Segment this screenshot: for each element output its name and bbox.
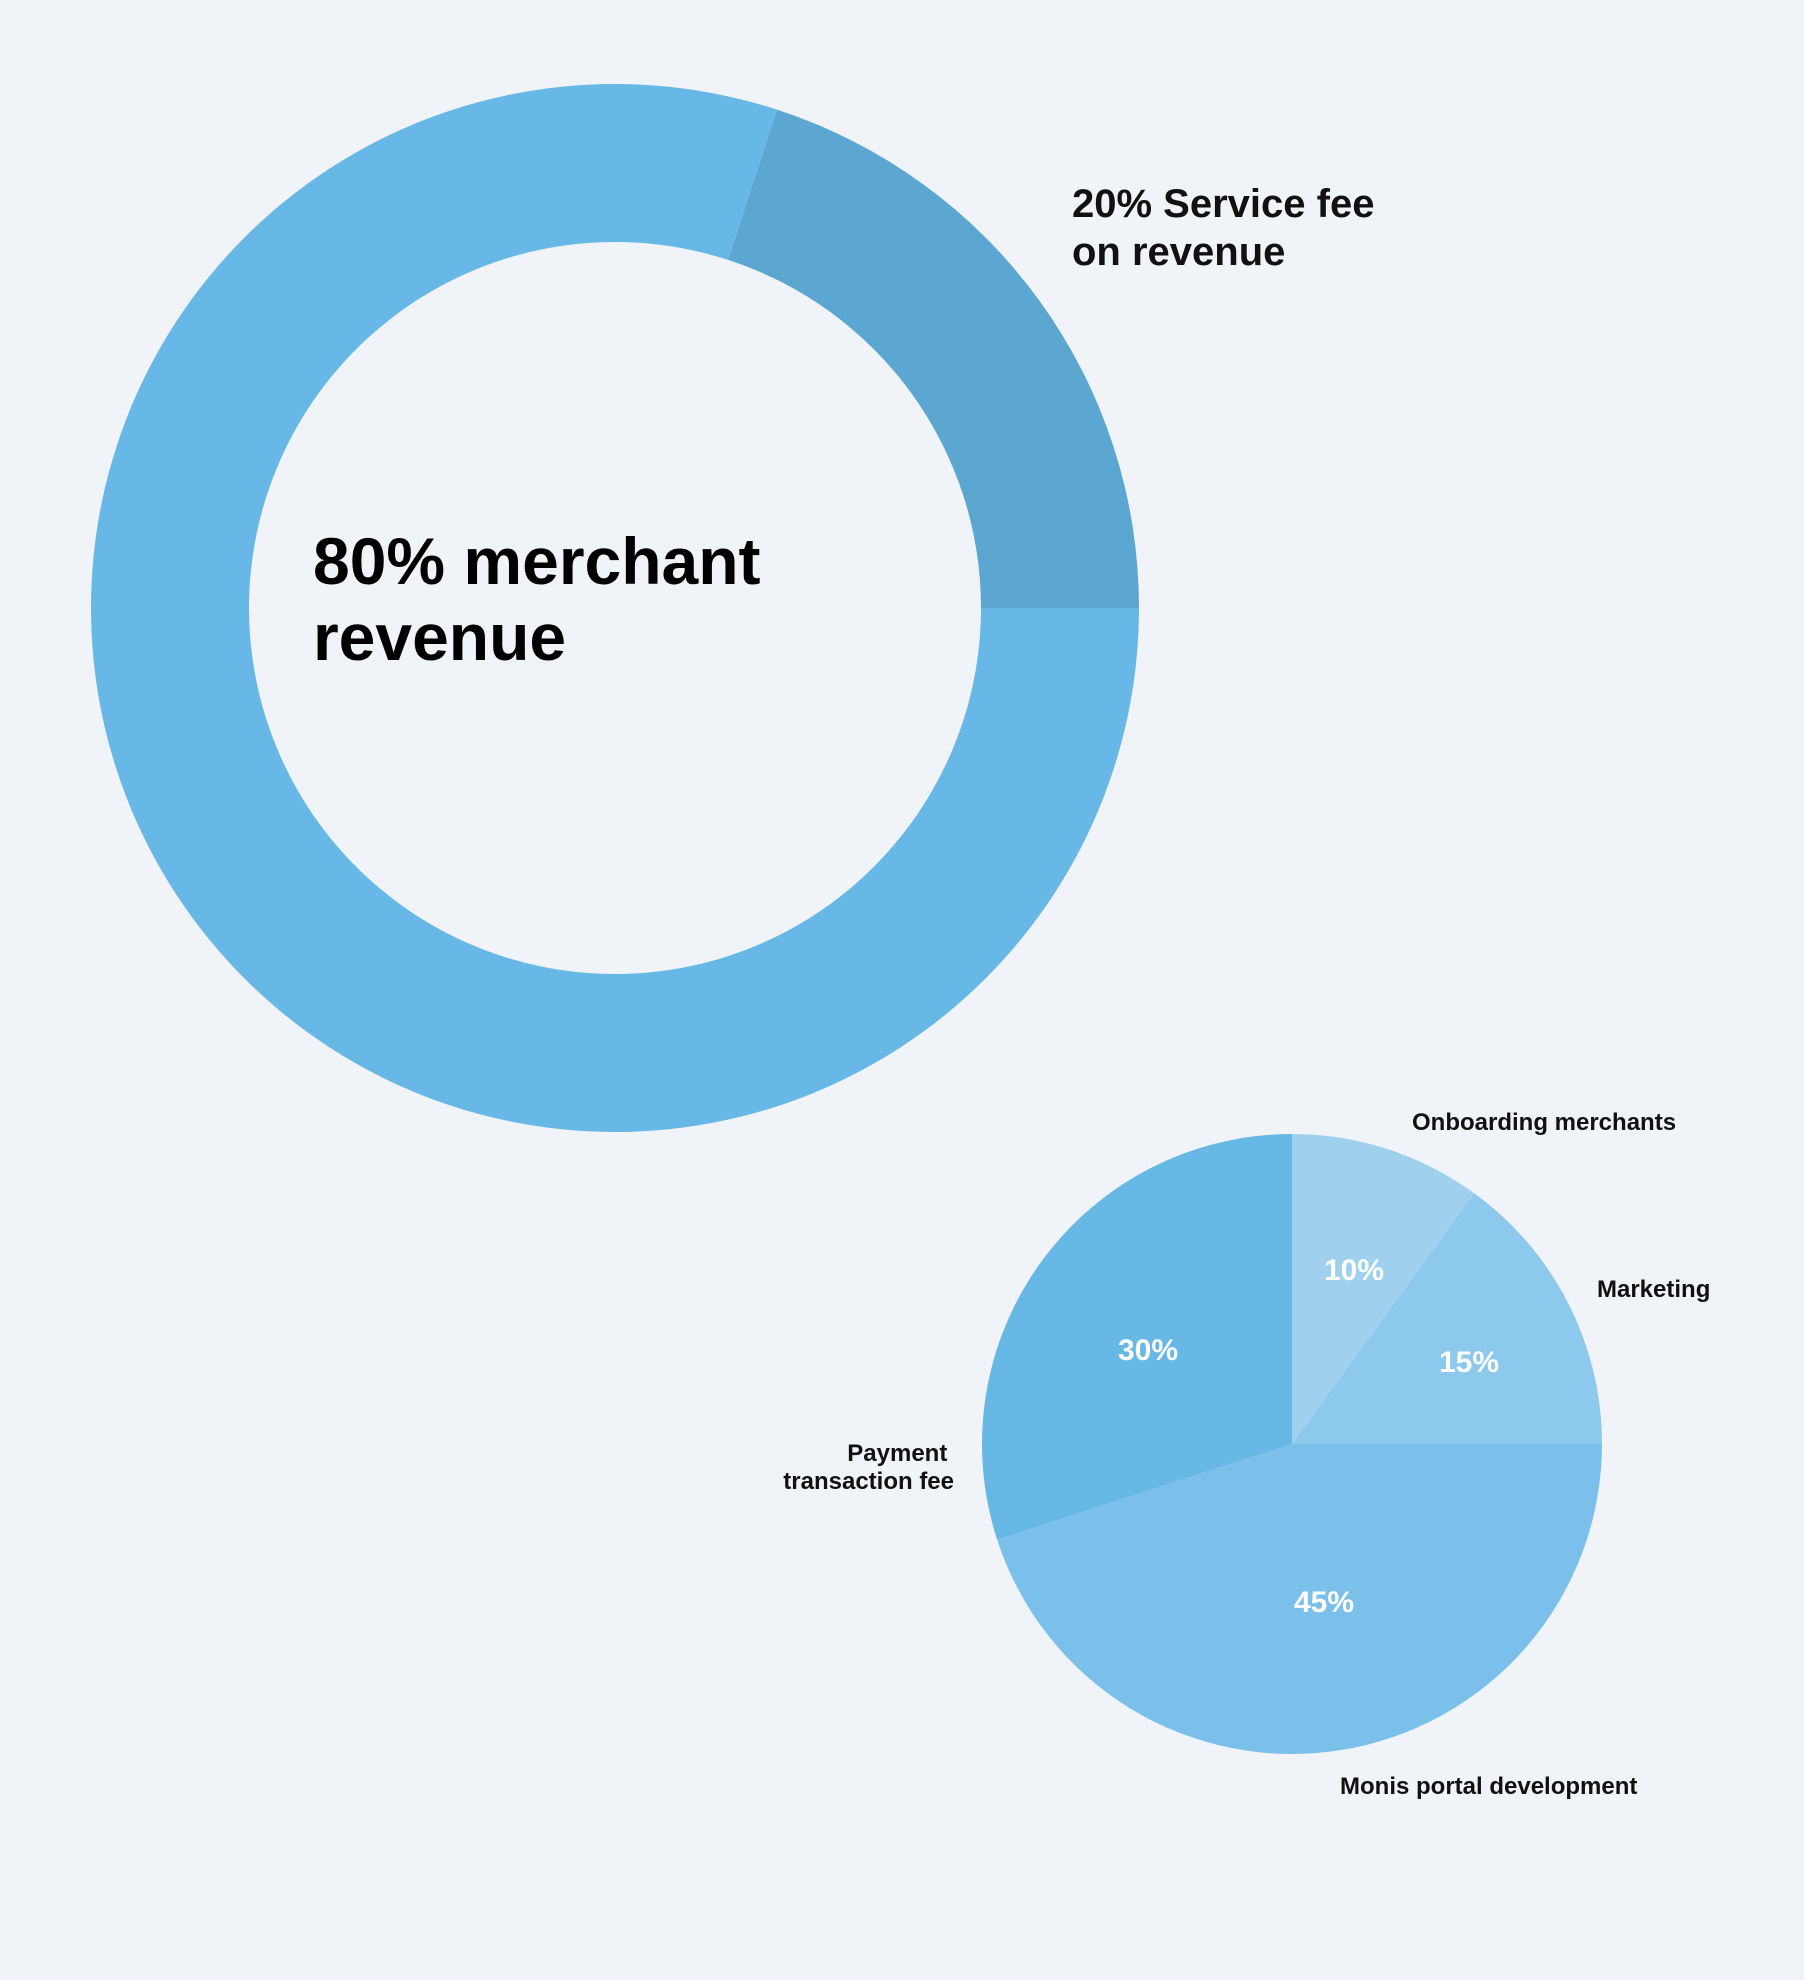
pie-label-payment-transaction-fee: Payment transaction fee bbox=[783, 1440, 954, 1495]
pie-slice-monis-portal-development bbox=[997, 1444, 1602, 1754]
donut-label-service-fee: 20% Service fee on revenue bbox=[1072, 182, 1386, 274]
pie-label-payment-line-1: Payment bbox=[847, 1440, 947, 1467]
donut-slice-merchant-revenue bbox=[91, 84, 1140, 1133]
pie-label-payment-line-2: transaction fee bbox=[783, 1468, 954, 1495]
pie-label-marketing: Marketing bbox=[1597, 1276, 1710, 1303]
donut-label-service-fee-line-2: on revenue bbox=[1072, 230, 1285, 274]
pie-value-label-portal: 45% bbox=[1294, 1586, 1354, 1619]
pie-label-monis-portal-development: Monis portal development bbox=[1340, 1773, 1637, 1800]
donut-slice-service-fee bbox=[728, 109, 1139, 608]
pie-slice-payment-transaction-fee bbox=[981, 1134, 1292, 1540]
donut-label-merchant-revenue-line-1: 80% merchant bbox=[313, 524, 761, 598]
pie-chart: 10% 15% 45% 30% Onboarding merchants Mar… bbox=[783, 1109, 1710, 1800]
pie-label-onboarding-merchants: Onboarding merchants bbox=[1412, 1109, 1676, 1136]
pie-slice-onboarding-merchants bbox=[1292, 1134, 1475, 1444]
donut-label-merchant-revenue: 80% merchant revenue bbox=[313, 524, 779, 674]
pie-value-label-marketing: 15% bbox=[1439, 1346, 1499, 1379]
donut-label-merchant-revenue-line-2: revenue bbox=[313, 600, 566, 674]
donut-label-service-fee-line-1: 20% Service fee bbox=[1072, 182, 1374, 226]
donut-chart: 80% merchant revenue 20% Service fee on … bbox=[91, 84, 1386, 1133]
pie-slice-marketing bbox=[1292, 1193, 1602, 1444]
pie-value-label-payment: 30% bbox=[1118, 1334, 1178, 1367]
pie-value-label-onboarding: 10% bbox=[1324, 1254, 1384, 1287]
